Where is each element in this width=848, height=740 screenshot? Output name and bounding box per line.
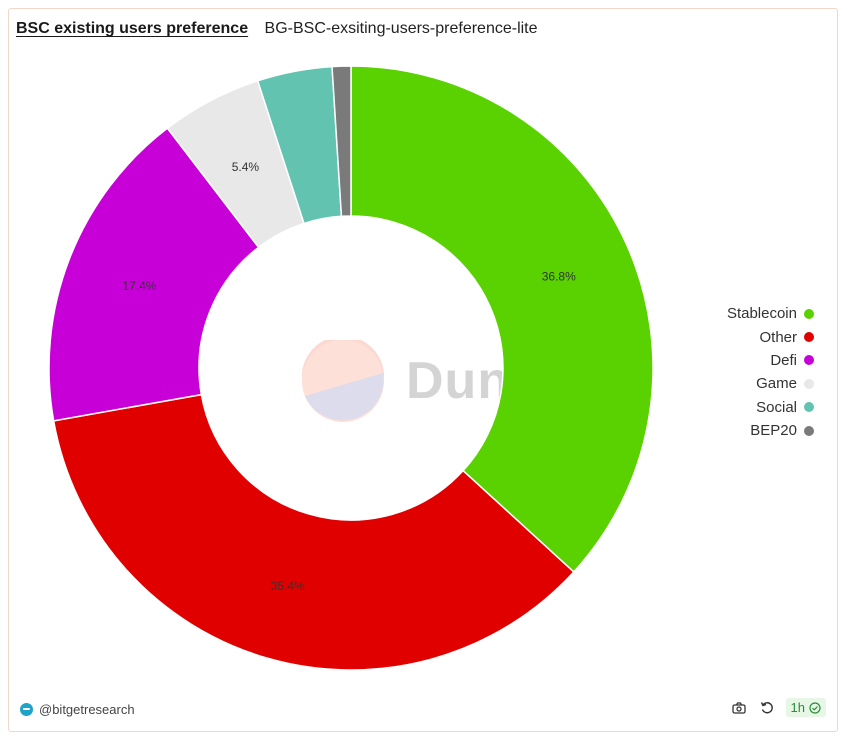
legend-item-stablecoin[interactable]: Stablecoin	[727, 302, 814, 325]
legend-label: BEP20	[750, 422, 797, 440]
check-circle-icon	[809, 701, 821, 714]
dune-logo-icon	[302, 340, 384, 422]
legend-label: Defi	[770, 351, 797, 369]
author-name: @bitgetresearch	[39, 702, 135, 717]
legend-item-social[interactable]: Social	[727, 396, 814, 419]
legend-item-bep20[interactable]: BEP20	[727, 419, 814, 442]
refresh-interval-badge[interactable]: 1h	[785, 698, 826, 717]
slice-other[interactable]	[52, 393, 575, 671]
chart-header: BSC existing users preference BG-BSC-exs…	[16, 20, 538, 38]
slice-label-game: 5.4%	[232, 160, 260, 174]
slice-stablecoin[interactable]	[350, 65, 654, 574]
legend-label: Social	[756, 398, 797, 416]
refresh-icon[interactable]	[758, 699, 776, 717]
legend-dot-icon	[804, 378, 814, 389]
camera-icon[interactable]	[730, 699, 748, 717]
slice-defi[interactable]	[48, 127, 260, 422]
chart-title[interactable]: BSC existing users preference	[16, 20, 249, 37]
legend-label: Game	[756, 375, 797, 393]
author-attribution[interactable]: @bitgetresearch	[20, 702, 135, 717]
chart-subtitle: BG-BSC-exsiting-users-preference-lite	[264, 20, 538, 37]
slice-label-defi: 17.4%	[122, 279, 156, 293]
slice-label-other: 35.4%	[271, 579, 305, 593]
legend-item-defi[interactable]: Defi	[727, 349, 814, 372]
refresh-interval-label: 1h	[790, 700, 805, 715]
legend-item-other[interactable]: Other	[727, 325, 814, 348]
legend-dot-icon	[804, 402, 814, 413]
legend-dot-icon	[804, 355, 814, 366]
slice-label-stablecoin: 36.8%	[542, 270, 576, 284]
chart-legend: Stablecoin Other Defi Game Social BEP20	[727, 302, 814, 442]
slice-bep20[interactable]	[331, 65, 352, 218]
legend-label: Stablecoin	[726, 305, 797, 323]
avatar-icon	[20, 703, 33, 716]
legend-dot-icon	[804, 425, 814, 436]
legend-dot-icon	[804, 332, 814, 343]
legend-dot-icon	[804, 308, 814, 319]
legend-label: Other	[759, 328, 797, 346]
chart-footer-actions: 1h	[730, 698, 826, 717]
legend-item-game[interactable]: Game	[727, 372, 814, 395]
